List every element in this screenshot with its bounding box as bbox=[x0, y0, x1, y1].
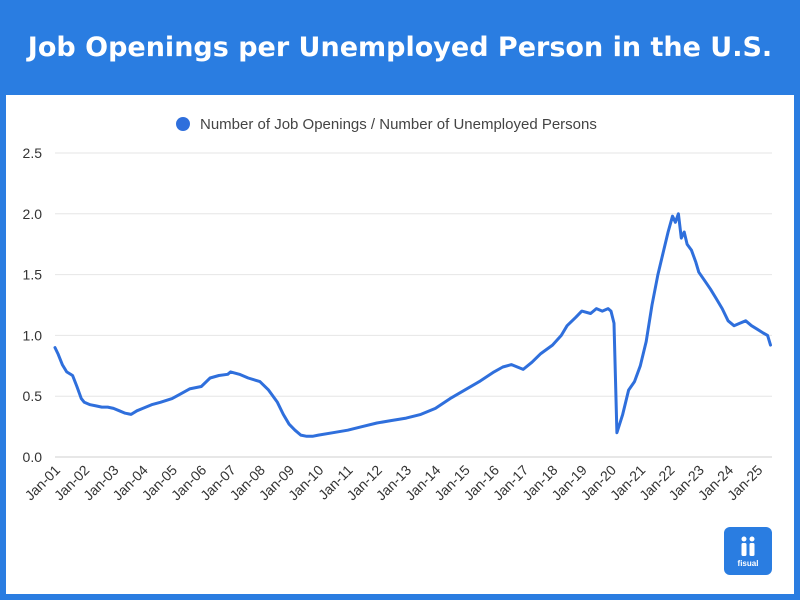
y-tick-label: 2.0 bbox=[23, 206, 43, 222]
y-tick-label: 0.5 bbox=[23, 388, 43, 404]
chart-panel bbox=[6, 95, 794, 594]
gridlines bbox=[55, 152, 772, 458]
logo-icon bbox=[741, 536, 755, 556]
series-layer bbox=[53, 212, 772, 438]
legend-marker bbox=[176, 117, 190, 131]
y-tick-label: 2.5 bbox=[23, 145, 43, 161]
y-tick-label: 1.5 bbox=[23, 267, 43, 283]
y-axis: 0.0 0.5 1.0 1.5 2.0 2.5 bbox=[23, 145, 43, 465]
y-tick-label: 1.0 bbox=[23, 327, 43, 343]
legend[interactable]: Number of Job Openings / Number of Unemp… bbox=[176, 116, 597, 133]
logo-text: fisual bbox=[737, 558, 759, 568]
series-line[interactable] bbox=[53, 212, 772, 438]
page-title: Job Openings per Unemployed Person in th… bbox=[27, 32, 773, 63]
legend-label: Number of Job Openings / Number of Unemp… bbox=[200, 116, 597, 133]
fisual-logo: fisual bbox=[724, 527, 772, 575]
y-tick-label: 0.0 bbox=[23, 449, 43, 465]
header-bar: Job Openings per Unemployed Person in th… bbox=[0, 0, 800, 95]
x-axis: Jan-01Jan-02Jan-03Jan-04Jan-05Jan-06Jan-… bbox=[22, 462, 766, 504]
